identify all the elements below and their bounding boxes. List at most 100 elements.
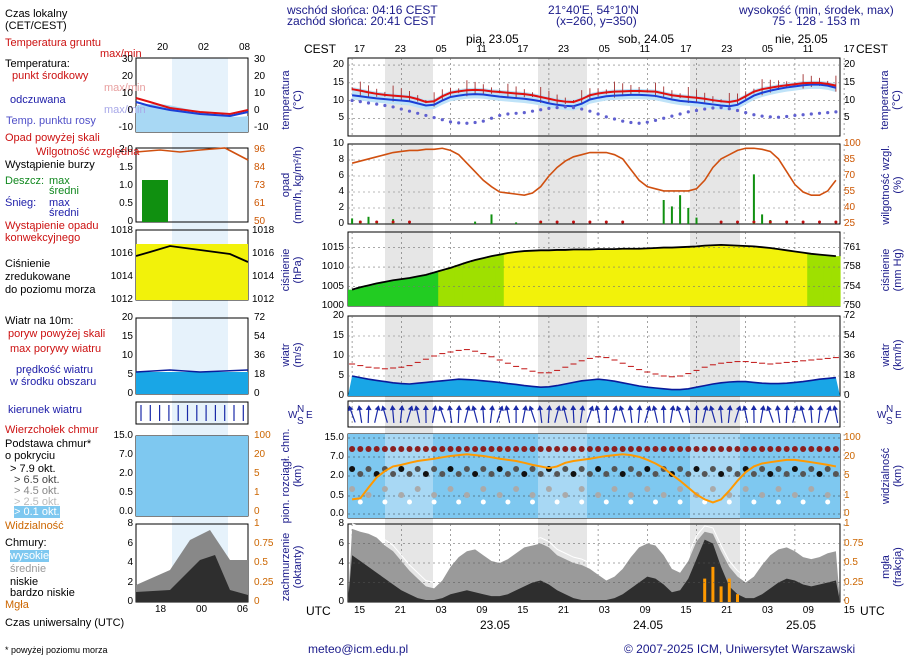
- pressure-column-26: [561, 249, 570, 306]
- cloud-base-a-55: [800, 471, 807, 477]
- cloud-base-b-28: [578, 486, 585, 492]
- pressure-column-27: [569, 249, 579, 306]
- pressure-column-16: [479, 258, 488, 306]
- cloud-top-point-5: [390, 446, 397, 452]
- legend-okt45: > 4.5 okt.: [14, 485, 60, 497]
- dewpoint-point-43: [703, 107, 707, 111]
- legend-snow-avg: średni: [49, 207, 79, 219]
- cover-tick-0: 8: [338, 518, 344, 529]
- dewpoint-point-17: [489, 116, 494, 120]
- dewpoint-point-29: [588, 109, 592, 113]
- fog-bar-47: [736, 594, 739, 602]
- conv-marker-33: [621, 220, 625, 224]
- compass-e-right: E: [895, 410, 902, 421]
- legend-cloud-bg: [136, 436, 248, 516]
- wind-arrow-head-49: [750, 405, 757, 411]
- altitude-values: 75 - 128 - 153 m: [772, 14, 861, 28]
- conv-marker-31: [604, 220, 608, 224]
- legend-convective: Wystąpienie opadu: [5, 220, 99, 232]
- cloud-base-a-14: [463, 466, 470, 472]
- humidity-tick-0: 100: [844, 138, 861, 149]
- conv-marker-7: [408, 220, 411, 224]
- cloud-top-point-28: [578, 446, 585, 452]
- legend-ground-temp-sub: max/min: [100, 48, 142, 60]
- pressure-column-31: [602, 249, 611, 306]
- dewpoint-point-48: [744, 111, 748, 115]
- cloud-top-point-38: [660, 446, 667, 452]
- pressure-column-29: [585, 249, 595, 306]
- rain-bar-17: [490, 214, 493, 224]
- wind-arrow-36: [644, 405, 652, 423]
- utc-label-right: UTC: [860, 604, 885, 618]
- cloud-base-b-10: [431, 492, 438, 498]
- pressure-column-7: [405, 277, 415, 306]
- humidity-line: [351, 147, 837, 197]
- wind-arrow-head-32: [612, 405, 619, 411]
- rain-bar-40: [679, 195, 682, 224]
- rain-bar-20: [515, 222, 518, 224]
- cloud-base-a-22: [529, 466, 536, 472]
- cloud-top-point-40: [677, 446, 684, 452]
- precip-axis-title: opad (mm/h, kg/m²/h): [280, 146, 304, 224]
- utc-label-left: UTC: [306, 604, 331, 618]
- legend-fog-tick-1: 0.75: [254, 537, 274, 549]
- contact-email[interactable]: meteo@icm.edu.pl: [308, 642, 409, 656]
- cloud-top-point-21: [521, 446, 528, 452]
- cloud-base-b-32: [611, 486, 618, 492]
- legend-okt-tick-4: 0: [127, 596, 133, 607]
- wind-arrow-3: [374, 405, 381, 423]
- cloud-base-c-16: [480, 499, 486, 505]
- pressure-column-53: [782, 250, 792, 306]
- cloud-base-b-16: [480, 486, 487, 492]
- legend-precip-tick-2: 1.0: [119, 180, 133, 191]
- pressure-tick-0: 1015: [321, 241, 344, 253]
- cloud-top-point-2: [365, 446, 372, 452]
- wind-arrow-10: [431, 405, 438, 423]
- dewpoint-point-14: [465, 121, 469, 125]
- legend-dewpoint: Temp. punktu rosy: [6, 115, 96, 127]
- legend-local-time: Czas lokalny: [5, 8, 68, 20]
- pressure-column-17: [487, 256, 497, 306]
- wind-arrow-head-44: [708, 405, 715, 411]
- kmh-tick-1: 54: [844, 330, 856, 341]
- wind-arrow-51: [766, 405, 774, 423]
- cloud-top-point-19: [504, 446, 511, 452]
- legend-pressure-tick-l-3: 1012: [110, 294, 133, 305]
- legend-cloudbase-tick-4: 0.0: [119, 506, 133, 517]
- cloud-base-a-40: [677, 466, 684, 472]
- cloud-base-b-22: [529, 492, 536, 498]
- dewpoint-point-56: [809, 112, 813, 116]
- wind-arrow-head-1: [356, 405, 363, 411]
- cloud-base-b-36: [644, 486, 651, 492]
- cloud-base-a-8: [414, 466, 421, 472]
- cloud-base-c-4: [382, 499, 388, 505]
- wind-area: [348, 376, 840, 396]
- wind-arrow-49: [750, 405, 757, 424]
- wind-tick-0: 20: [332, 310, 344, 321]
- legend-fog: Mgła: [5, 599, 29, 611]
- legend-bottom-hour-2: 06: [237, 604, 249, 615]
- precip-tick-5: 0: [338, 218, 344, 229]
- cloud-base-a-36: [644, 466, 651, 472]
- wind-arrow-42: [693, 405, 700, 424]
- utc-tick-10: 03: [762, 605, 774, 616]
- pressure-column-59: [831, 256, 841, 306]
- dewpoint-point-21: [522, 111, 526, 115]
- temp-tick-l-2: 10: [332, 94, 344, 106]
- utc-tick-8: 15: [680, 605, 692, 616]
- cloud-base-a-0: [349, 466, 356, 472]
- cloud-base-a-51: [767, 471, 774, 477]
- pressure-column-10: [430, 272, 439, 306]
- cloud-base-a-12: [447, 466, 454, 472]
- wind-arrow-head-12: [446, 405, 453, 411]
- legend-humidity-line: [135, 147, 249, 161]
- vis-tick-0: 100: [844, 432, 861, 443]
- cloud-base-a-53: [783, 471, 790, 477]
- cover-tick-2: 4: [338, 557, 344, 568]
- wind-arrow-21: [521, 405, 529, 423]
- cloud-base-c-52: [776, 499, 781, 505]
- wind-arrow-head-18: [498, 405, 504, 412]
- legend-temp-tick-r-3: 0: [254, 105, 260, 116]
- legend-okt-tick-2: 4: [127, 557, 133, 568]
- wind-arrow-head-6: [398, 405, 405, 411]
